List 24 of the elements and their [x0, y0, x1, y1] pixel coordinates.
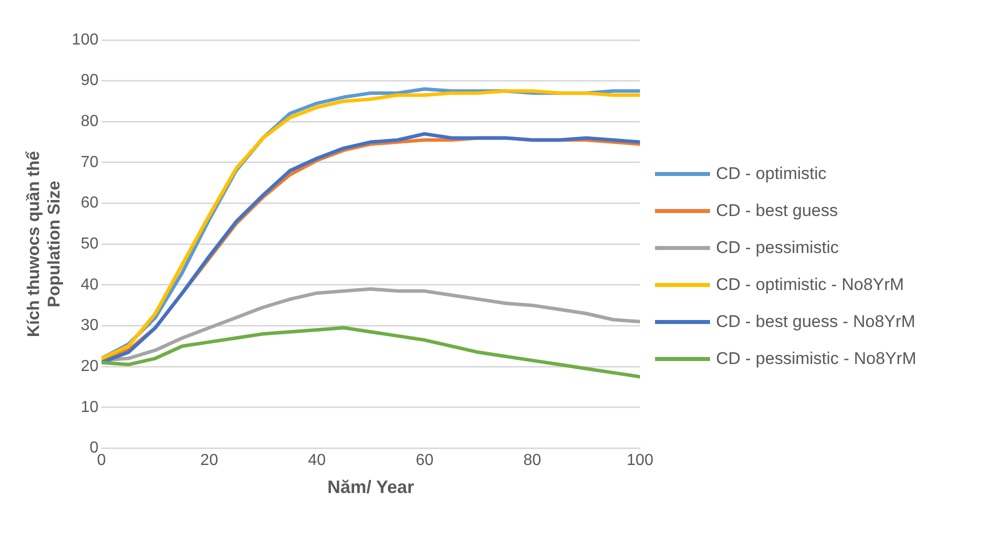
x-tick-label: 60: [416, 452, 434, 470]
legend-label: CD - optimistic - No8YrM: [716, 275, 904, 295]
y-tick-label: 50: [80, 236, 99, 253]
y-tick-label: 60: [80, 194, 99, 212]
y-tick-label: 10: [80, 398, 99, 416]
y-tick-label: 20: [80, 358, 99, 375]
legend-label: CD - pessimistic: [716, 238, 839, 258]
legend-label: CD - best guess - No8YrM: [716, 312, 916, 332]
y-tick-label: 80: [80, 113, 99, 130]
x-tick-label: 40: [308, 452, 326, 470]
y-tick-label: 0: [90, 440, 99, 457]
legend-label: CD - best guess: [716, 201, 838, 221]
x-axis-title: Năm/ Year: [327, 477, 414, 498]
legend-label: CD - pessimistic - No8YrM: [716, 349, 916, 369]
y-tick-label: 40: [80, 276, 99, 294]
y-tick-label: 90: [80, 72, 99, 90]
legend-label: CD - optimistic: [716, 164, 827, 184]
x-tick-label: 80: [523, 452, 542, 470]
x-tick-label: 100: [626, 452, 654, 470]
x-tick-label: 20: [200, 452, 218, 470]
y-tick-label: 100: [72, 31, 99, 48]
y-tick-label: 70: [80, 154, 99, 171]
y-axis-title: Kích thuwocs quần thể Population Size: [24, 150, 64, 338]
y-tick-label: 30: [80, 317, 99, 334]
